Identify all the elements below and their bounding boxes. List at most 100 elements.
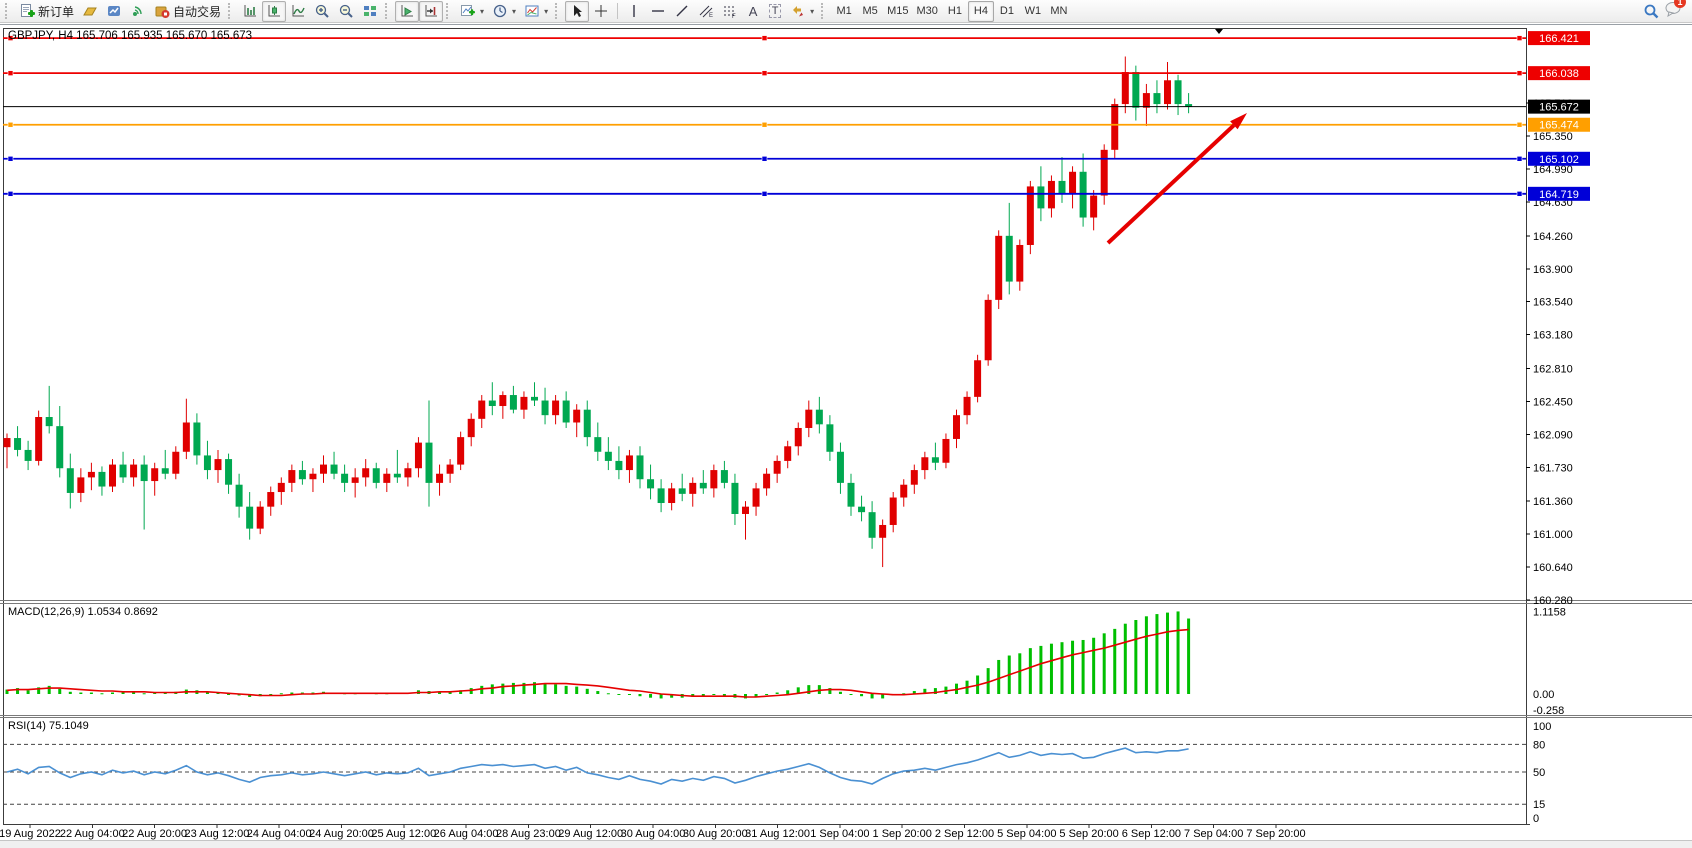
macd-bar xyxy=(121,692,125,694)
candle-body xyxy=(98,471,106,487)
candle-body xyxy=(14,438,22,450)
line-handle[interactable] xyxy=(1516,70,1523,76)
bar-chart-mode-button[interactable] xyxy=(238,1,262,22)
new-order-button[interactable]: 新订单 xyxy=(15,1,78,22)
candles xyxy=(3,56,1193,568)
macd-bar xyxy=(1144,616,1148,694)
candlestick-mode-button[interactable] xyxy=(262,0,287,22)
candle-body xyxy=(520,396,528,410)
line-handle[interactable] xyxy=(7,35,14,41)
line-handle[interactable] xyxy=(761,191,768,197)
chart-shift-button[interactable] xyxy=(419,0,444,22)
timeframe-MN[interactable]: MN xyxy=(1050,5,1068,17)
candle-body xyxy=(151,468,159,482)
macd-bar xyxy=(902,693,906,695)
auto-scroll-button[interactable] xyxy=(395,0,420,22)
time-label: 23 Aug 12:00 xyxy=(184,828,249,840)
signals-button[interactable] xyxy=(126,1,150,22)
vertical-line-tool-button[interactable] xyxy=(622,1,646,22)
macd-bar xyxy=(765,694,769,695)
svg-text:166.421: 166.421 xyxy=(1539,33,1579,45)
line-handle[interactable] xyxy=(7,121,14,128)
line-handle[interactable] xyxy=(761,155,768,162)
line-chart-mode-button[interactable] xyxy=(286,1,310,22)
chart-window: 165.710165.350164.990164.630164.260163.9… xyxy=(0,24,1692,848)
timeframe-H1[interactable]: H1 xyxy=(947,5,962,17)
trendline-tool-button[interactable] xyxy=(670,1,694,22)
indicators-button[interactable]: ▾ xyxy=(456,1,488,22)
line-handle[interactable] xyxy=(7,70,14,76)
line-handle[interactable] xyxy=(761,121,768,128)
search-icon xyxy=(1644,4,1659,18)
macd-bar xyxy=(543,683,547,694)
trend-arrow[interactable] xyxy=(1106,113,1247,245)
toolbar: 新订单 自动交易 xyxy=(0,0,1692,23)
timeframe-H4[interactable]: H4 xyxy=(967,0,994,22)
candle-body xyxy=(1132,72,1140,108)
line-handle[interactable] xyxy=(1516,35,1523,41)
equidistant-channel-tool-button[interactable]: E xyxy=(694,1,718,22)
zoom-in-button[interactable] xyxy=(310,1,334,22)
time-label: 6 Sep 12:00 xyxy=(1122,828,1181,840)
toolbar-grip xyxy=(385,3,392,19)
candle-body xyxy=(1058,180,1066,194)
templates-button[interactable]: ▾ xyxy=(520,1,552,22)
candle-body xyxy=(393,473,401,478)
horizontal-line-tool-button[interactable] xyxy=(646,1,670,22)
time-label: 5 Sep 20:00 xyxy=(1059,828,1118,840)
candle-body xyxy=(414,442,422,469)
auto-trading-button[interactable]: 自动交易 xyxy=(150,1,225,22)
horizontal-lines: 166.421 166.038 165.672 165.474 165.102 164.7… xyxy=(3,31,1590,201)
line-handle[interactable] xyxy=(7,191,14,197)
line-handle[interactable] xyxy=(1516,121,1523,128)
svg-text:80: 80 xyxy=(1533,739,1545,751)
fibonacci-tool-button[interactable]: F xyxy=(718,1,742,22)
line-handle[interactable] xyxy=(761,70,768,76)
candle-body xyxy=(794,427,802,447)
text-tool-button[interactable]: A xyxy=(742,1,764,22)
candle-body xyxy=(826,424,834,452)
price-badge: 164.719 xyxy=(1528,186,1590,201)
candle-body xyxy=(1174,80,1182,105)
svg-text:50: 50 xyxy=(1533,767,1545,779)
macd-bar xyxy=(438,691,442,694)
svg-text:164.260: 164.260 xyxy=(1533,231,1573,243)
line-handle[interactable] xyxy=(1516,191,1523,197)
periods-button[interactable]: ▾ xyxy=(488,1,520,22)
time-label: 22 Aug 20:00 xyxy=(122,828,187,840)
crosshair-tool-button[interactable] xyxy=(589,1,613,22)
arrows-tool-button[interactable]: ▾ xyxy=(786,1,818,22)
timeframe-M30[interactable]: M30 xyxy=(916,5,938,17)
macd-bar xyxy=(712,694,716,695)
chart-title: GBPJPY, H4 165.706 165.935 165.670 165.6… xyxy=(8,30,252,42)
candle-body xyxy=(467,418,475,438)
chart-profile-button[interactable] xyxy=(78,1,102,22)
timeframe-W1[interactable]: W1 xyxy=(1024,5,1042,17)
candle-body xyxy=(1111,104,1119,150)
zoom-out-button[interactable] xyxy=(334,1,358,22)
text-label-tool-button[interactable]: T xyxy=(764,1,786,22)
rsi-label: RSI(14) 75.1049 xyxy=(8,720,89,732)
candle-body xyxy=(509,395,517,410)
timeframe-M5[interactable]: M5 xyxy=(862,5,878,17)
chart-background xyxy=(0,25,1692,848)
line-handle[interactable] xyxy=(1516,155,1523,162)
line-handle[interactable] xyxy=(761,35,768,41)
search-button[interactable] xyxy=(1639,1,1664,22)
candle-body xyxy=(1026,186,1034,245)
macd-bar xyxy=(838,691,842,694)
auto-scroll-icon xyxy=(401,5,414,17)
timeframe-M1[interactable]: M1 xyxy=(836,5,852,17)
tile-windows-button[interactable] xyxy=(358,1,382,22)
timeframe-D1[interactable]: D1 xyxy=(999,5,1014,17)
line-handle[interactable] xyxy=(7,155,14,162)
macd-bar xyxy=(1155,614,1159,694)
notifications-button[interactable]: 1 xyxy=(1664,0,1686,22)
candle-body xyxy=(320,464,327,474)
market-watch-button[interactable] xyxy=(102,1,126,22)
candle-body xyxy=(362,468,370,478)
timeframe-M15[interactable]: M15 xyxy=(887,5,909,17)
fibonacci-icon: F xyxy=(724,6,736,19)
cursor-tool-button[interactable] xyxy=(565,0,590,22)
